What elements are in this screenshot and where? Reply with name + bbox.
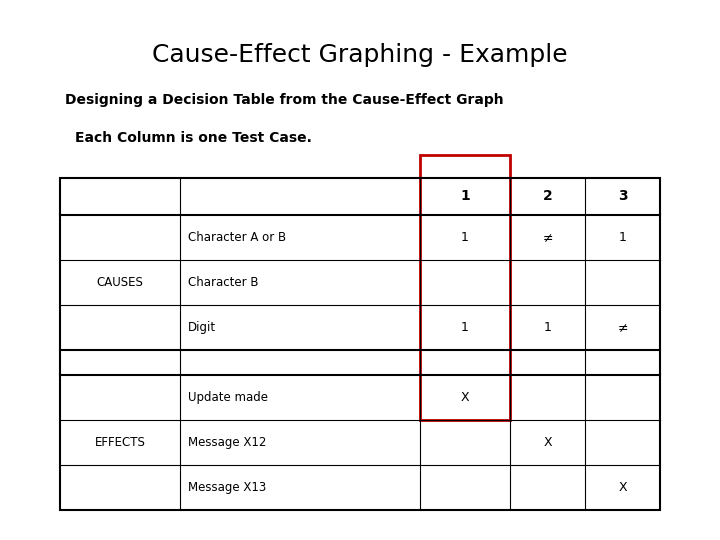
Text: Character B: Character B <box>188 276 258 289</box>
Text: Designing a Decision Table from the Cause-Effect Graph: Designing a Decision Table from the Caus… <box>65 93 503 107</box>
Text: 2: 2 <box>543 190 552 204</box>
Bar <box>60 178 660 510</box>
Text: Update made: Update made <box>188 391 268 404</box>
Text: Character A or B: Character A or B <box>188 231 286 244</box>
Bar <box>420 155 510 420</box>
Text: 1: 1 <box>618 231 626 244</box>
Text: ≠: ≠ <box>617 321 628 334</box>
Text: 1: 1 <box>544 321 552 334</box>
Text: EFFECTS: EFFECTS <box>94 436 145 449</box>
Text: Message X13: Message X13 <box>188 481 266 494</box>
Text: 1: 1 <box>460 190 470 204</box>
Text: X: X <box>543 436 552 449</box>
Text: X: X <box>618 481 627 494</box>
Text: CAUSES: CAUSES <box>96 276 143 289</box>
Text: 1: 1 <box>461 321 469 334</box>
Text: Each Column is one Test Case.: Each Column is one Test Case. <box>75 131 312 145</box>
Text: 1: 1 <box>461 231 469 244</box>
Text: X: X <box>461 391 469 404</box>
Text: 3: 3 <box>618 190 627 204</box>
Text: ≠: ≠ <box>542 231 553 244</box>
Text: Digit: Digit <box>188 321 216 334</box>
Text: Message X12: Message X12 <box>188 436 266 449</box>
Text: Cause-Effect Graphing - Example: Cause-Effect Graphing - Example <box>152 43 568 67</box>
